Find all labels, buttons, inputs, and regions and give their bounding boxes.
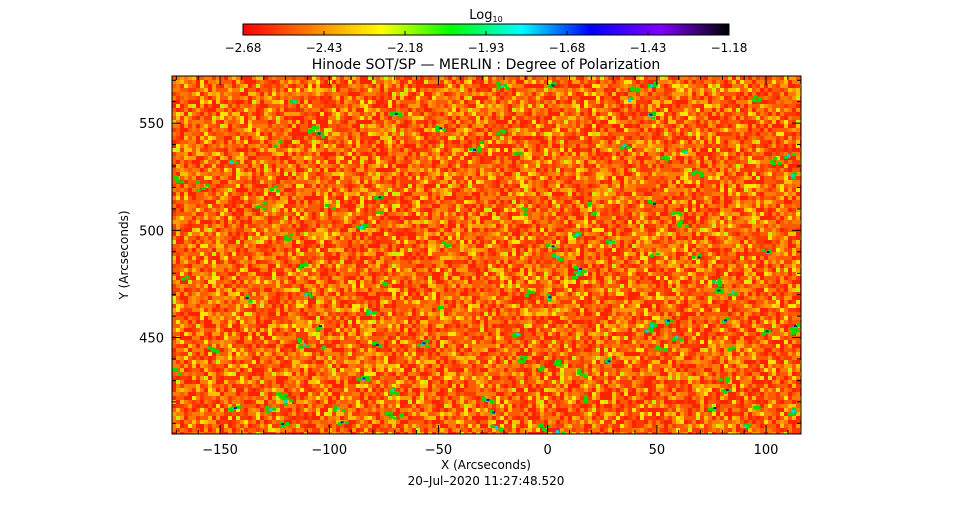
x-tick-label: −150 [202,443,238,458]
x-axis-label: X (Arcseconds) [441,458,531,472]
y-tick-label: 550 [139,117,164,132]
colorbar-tick-label: −1.93 [468,41,505,55]
colorbar-tick-label: −2.68 [225,41,262,55]
x-tick-label: −100 [311,443,347,458]
y-axis-label: Y (Arcseconds) [117,210,131,300]
x-tick-label: −50 [425,443,452,458]
y-tick-label: 450 [139,332,164,347]
colorbar-tick-label: −2.18 [387,41,424,55]
chart-title: Hinode SOT/SP — MERLIN : Degree of Polar… [312,57,661,73]
colorbar-tick-label: −1.18 [711,41,748,55]
y-tick-label: 500 [139,224,164,239]
x-tick-label: 50 [649,443,666,458]
colorbar-tick-label: −1.68 [549,41,586,55]
colorbar-label: Log10 [469,8,502,24]
x-tick-label: 0 [544,443,552,458]
y-axis: 450 500 550 [139,79,801,424]
timestamp: 20–Jul–2020 11:27:48.520 [408,474,565,488]
x-axis: −150 −100 −50 0 50 100 [175,76,789,458]
plot-frame [171,75,802,435]
x-tick-label: 100 [754,443,779,458]
colorbar-ticks: −2.68 −2.43 −2.18 −1.93 −1.68 −1.43 −1.18 [225,31,748,55]
heatmap-image [172,76,801,434]
colorbar-tick-label: −2.43 [306,41,343,55]
colorbar-tick-label: −1.43 [630,41,667,55]
